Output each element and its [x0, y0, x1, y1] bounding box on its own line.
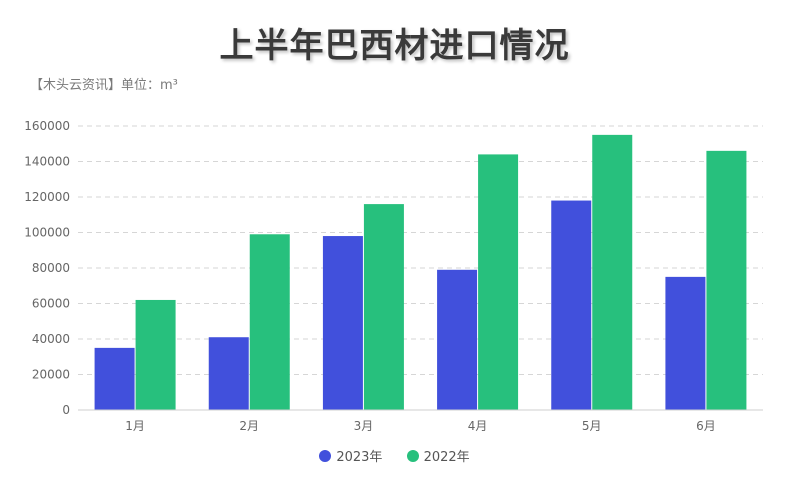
- y-tick-label: 120000: [24, 190, 70, 204]
- legend-label-2022: 2022年: [423, 450, 470, 465]
- bar-2023-1[interactable]: [94, 347, 135, 410]
- chart-subtitle: 【木头云资讯】单位：m³: [30, 78, 178, 93]
- bar-2023-6[interactable]: [665, 276, 706, 410]
- legend-marker-2022: [406, 450, 419, 462]
- x-tick-label: 1月: [125, 419, 145, 433]
- x-tick-label: 6月: [696, 419, 716, 433]
- y-tick-label: 80000: [32, 261, 70, 275]
- bar-2023-2[interactable]: [208, 337, 249, 410]
- legend-marker-2023: [319, 450, 332, 462]
- bar-2023-5[interactable]: [551, 200, 592, 410]
- x-tick-label: 3月: [354, 419, 374, 433]
- y-tick-label: 60000: [32, 297, 70, 311]
- x-tick-label: 4月: [468, 419, 488, 433]
- bar-2022-1[interactable]: [135, 299, 176, 410]
- bar-2023-4[interactable]: [437, 269, 478, 410]
- bar-2022-3[interactable]: [363, 204, 404, 410]
- legend-label-2023: 2023年: [336, 450, 383, 465]
- x-axis-ticks: 1月 2月 3月 4月 5月 6月: [125, 419, 715, 433]
- y-axis-ticks: 0 20000 40000 60000 80000 100000 120000 140000 1…: [24, 119, 70, 417]
- bar-2022-2[interactable]: [249, 234, 290, 410]
- bar-2022-5[interactable]: [592, 134, 633, 410]
- y-tick-label: 100000: [24, 226, 70, 240]
- bar-2023-3[interactable]: [322, 236, 363, 410]
- y-tick-label: 40000: [32, 332, 70, 346]
- legend: 2023年 2022年: [0, 446, 789, 465]
- x-tick-label: 5月: [582, 419, 602, 433]
- y-tick-label: 20000: [32, 368, 70, 382]
- y-tick-label: 0: [62, 403, 70, 417]
- legend-item-2022[interactable]: 2022年: [406, 446, 470, 465]
- x-tick-label: 2月: [239, 419, 259, 433]
- bars: [94, 134, 747, 410]
- bar-2022-4[interactable]: [478, 154, 519, 410]
- bar-2022-6[interactable]: [706, 150, 747, 410]
- y-tick-label: 140000: [24, 155, 70, 169]
- legend-item-2023[interactable]: 2023年: [319, 446, 382, 465]
- y-tick-label: 160000: [24, 119, 70, 133]
- chart-title: 上半年巴西材进口情况: [219, 26, 570, 66]
- grid-lines: [78, 125, 763, 375]
